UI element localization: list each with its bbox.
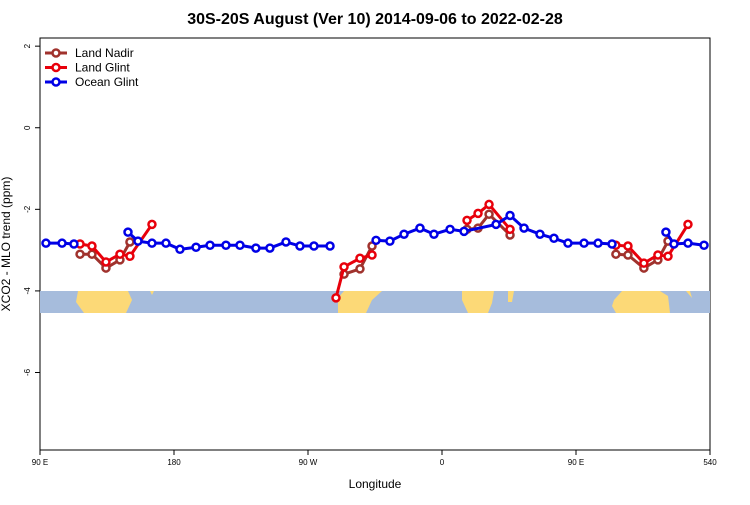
data-point xyxy=(235,240,245,250)
data-point xyxy=(133,236,143,246)
data-point xyxy=(653,250,663,260)
legend-marker xyxy=(51,77,61,87)
data-point xyxy=(125,251,135,261)
data-point xyxy=(663,251,673,261)
y-tick-label: 2 xyxy=(23,43,32,48)
data-point xyxy=(371,235,381,246)
data-point xyxy=(505,210,515,221)
data-point xyxy=(115,249,125,259)
data-point xyxy=(623,250,633,260)
data-point xyxy=(205,240,215,250)
data-point xyxy=(415,223,425,233)
data-point xyxy=(549,233,559,244)
data-point xyxy=(519,223,529,233)
data-point xyxy=(87,241,97,251)
data-point xyxy=(265,243,275,253)
map-strip xyxy=(40,291,710,313)
data-point xyxy=(191,242,201,253)
chart-title: 30S-20S August (Ver 10) 2014-09-06 to 20… xyxy=(187,11,563,28)
legend-label: Ocean Glint xyxy=(75,75,139,89)
plot-frame xyxy=(39,37,711,451)
y-tick-label: 0 xyxy=(23,125,32,130)
data-point xyxy=(661,227,671,237)
data-point xyxy=(563,238,573,248)
data-point xyxy=(683,238,693,248)
data-point xyxy=(445,224,455,235)
legend-marker xyxy=(51,48,61,58)
data-point xyxy=(161,238,171,248)
data-point xyxy=(484,209,494,219)
y-tick-label: -2 xyxy=(23,205,32,213)
y-axis-label: XCO2 - MLO trend (ppm) xyxy=(0,177,13,312)
data-point xyxy=(473,208,483,219)
data-point xyxy=(607,239,617,249)
data-point xyxy=(611,249,621,259)
data-point xyxy=(175,244,185,255)
data-point xyxy=(147,219,157,230)
data-point xyxy=(593,238,603,248)
legend-label: Land Glint xyxy=(75,61,130,75)
data-point xyxy=(699,240,709,250)
data-point xyxy=(683,219,693,230)
data-point xyxy=(639,258,649,268)
data-point xyxy=(221,240,231,250)
data-point xyxy=(331,293,341,303)
data-point xyxy=(459,226,469,237)
data-point xyxy=(462,215,472,226)
data-point xyxy=(367,250,377,260)
data-point xyxy=(325,241,335,251)
data-point xyxy=(505,224,515,235)
x-tick-label: 90 E xyxy=(568,458,584,467)
data-point xyxy=(355,264,365,274)
x-tick-label: 90 E xyxy=(32,458,48,467)
x-tick-label: 0 xyxy=(440,458,445,467)
data-point xyxy=(309,241,319,251)
data-point xyxy=(101,257,111,267)
x-tick-label: 90 W xyxy=(299,458,318,467)
data-point xyxy=(123,227,133,237)
legend-marker xyxy=(51,62,61,73)
data-point xyxy=(399,229,409,239)
data-point xyxy=(579,238,589,248)
legend-label: Land Nadir xyxy=(75,46,134,60)
y-tick-label: -4 xyxy=(23,287,32,295)
series-line xyxy=(79,202,690,299)
x-tick-label: 540 xyxy=(703,458,717,467)
data-point xyxy=(385,236,395,246)
data-point xyxy=(251,243,261,253)
data-point xyxy=(87,249,97,259)
data-point xyxy=(535,229,545,239)
data-point xyxy=(69,239,79,249)
data-point xyxy=(623,241,633,251)
data-point xyxy=(339,262,349,272)
y-tick-label: -6 xyxy=(23,368,32,376)
data-point xyxy=(355,253,365,264)
data-point xyxy=(669,239,679,249)
data-point xyxy=(429,229,439,239)
data-point xyxy=(57,238,67,248)
data-point xyxy=(75,249,85,259)
x-axis-label: Longitude xyxy=(349,477,402,491)
x-tick-label: 180 xyxy=(167,458,181,467)
data-point xyxy=(147,238,157,248)
data-point xyxy=(125,237,135,247)
data-point xyxy=(41,238,51,248)
data-point xyxy=(295,241,305,251)
data-point xyxy=(491,219,501,230)
data-point xyxy=(281,237,291,247)
data-point xyxy=(484,199,494,210)
